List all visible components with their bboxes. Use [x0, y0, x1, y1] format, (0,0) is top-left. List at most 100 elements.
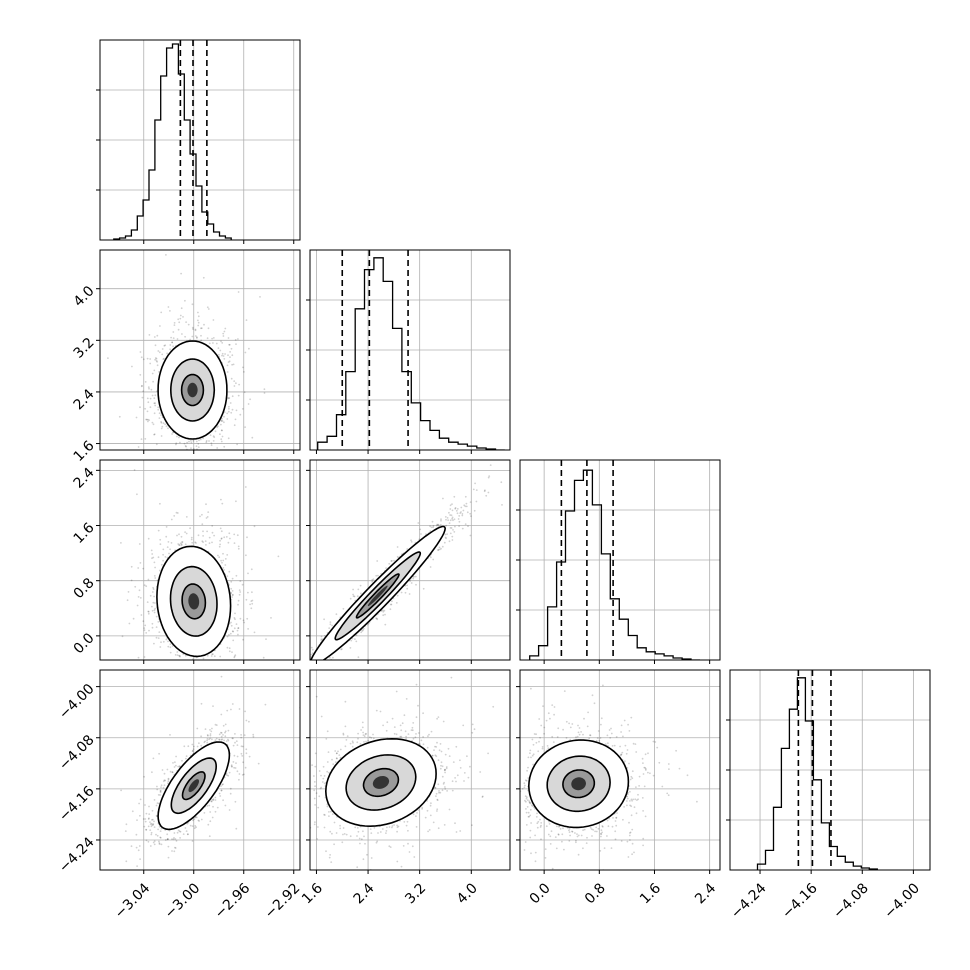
- scatter-point: [171, 645, 174, 647]
- scatter-point: [142, 358, 145, 361]
- scatter-point: [154, 357, 157, 359]
- scatter-point: [149, 479, 151, 481]
- scatter-point: [447, 519, 449, 521]
- scatter-point: [451, 539, 454, 541]
- scatter-point: [223, 421, 225, 424]
- scatter-point: [220, 538, 223, 540]
- scatter-point: [234, 654, 237, 657]
- scatter-point: [194, 328, 197, 331]
- scatter-point: [185, 516, 188, 518]
- scatter-point: [395, 602, 398, 604]
- scatter-point: [464, 523, 467, 525]
- scatter-point: [197, 311, 199, 314]
- scatter-point: [227, 541, 230, 544]
- scatter-point: [357, 588, 360, 591]
- scatter-point: [223, 358, 226, 360]
- scatter-point: [444, 533, 447, 536]
- scatter-point: [329, 621, 332, 623]
- scatter-point: [475, 500, 478, 503]
- scatter-point: [151, 591, 154, 593]
- scatter-point: [233, 424, 236, 427]
- scatter-point: [450, 527, 453, 529]
- scatter-point: [259, 709, 261, 711]
- scatter-point: [130, 565, 133, 568]
- scatter-point: [201, 523, 204, 526]
- scatter-point: [151, 609, 154, 612]
- scatter-point: [157, 350, 160, 352]
- scatter-point: [251, 599, 254, 602]
- density-core: [367, 585, 388, 607]
- scatter-point: [240, 734, 243, 736]
- scatter-point: [191, 840, 194, 842]
- scatter-point: [162, 422, 165, 425]
- scatter-point: [177, 765, 180, 768]
- scatter-point: [220, 423, 222, 426]
- scatter-point: [271, 735, 273, 737]
- scatter-point: [160, 827, 163, 830]
- scatter-point: [215, 342, 218, 345]
- scatter-point: [445, 537, 447, 540]
- scatter-point: [513, 454, 515, 456]
- scatter-point: [145, 839, 148, 842]
- scatter-point: [233, 380, 236, 382]
- scatter-point: [155, 804, 158, 807]
- scatter-point: [176, 831, 179, 834]
- scatter-point: [151, 557, 153, 560]
- scatter-point: [264, 688, 266, 690]
- scatter-point: [327, 661, 329, 663]
- scatter-point: [196, 468, 198, 470]
- scatter-point: [146, 418, 148, 421]
- scatter-point: [410, 539, 412, 542]
- scatter-point: [194, 329, 197, 332]
- scatter-point: [464, 495, 467, 498]
- scatter-point: [227, 397, 230, 400]
- scatter-point: [158, 752, 161, 755]
- scatter-point: [215, 724, 218, 726]
- histogram-step: [113, 43, 232, 240]
- scatter-point: [154, 577, 157, 579]
- scatter-point: [217, 347, 220, 349]
- scatter-point: [237, 599, 240, 602]
- scatter-point: [247, 628, 250, 630]
- scatter-point: [436, 523, 438, 526]
- scatter-point: [159, 794, 162, 796]
- scatter-point: [222, 559, 225, 562]
- scatter-point: [189, 338, 192, 341]
- scatter-point: [206, 734, 209, 736]
- scatter-point: [206, 530, 209, 533]
- scatter-point: [220, 789, 223, 792]
- scatter-point: [192, 440, 195, 442]
- scatter-point: [212, 319, 215, 321]
- scatter-point: [224, 327, 227, 330]
- scatter-point: [237, 627, 240, 630]
- scatter-point: [241, 583, 244, 586]
- scatter-point: [230, 765, 233, 768]
- scatter-point: [449, 508, 452, 510]
- scatter-point: [230, 592, 233, 595]
- scatter-point: [253, 631, 256, 634]
- panel-frame: [309, 459, 511, 661]
- scatter-point: [198, 451, 200, 453]
- scatter-point: [153, 820, 155, 823]
- scatter-point: [158, 351, 161, 354]
- scatter-point: [228, 397, 231, 399]
- scatter-point: [244, 351, 247, 354]
- scatter-point: [446, 533, 448, 535]
- scatter-point: [314, 684, 316, 686]
- histogram-step: [317, 257, 505, 450]
- scatter-point: [441, 545, 444, 548]
- scatter-point: [381, 609, 384, 612]
- scatter-point: [155, 359, 158, 362]
- scatter-point: [213, 655, 216, 658]
- scatter-point: [143, 584, 146, 587]
- scatter-point: [170, 518, 173, 521]
- scatter-point: [243, 621, 246, 624]
- scatter-point: [245, 719, 248, 722]
- scatter-point: [236, 770, 239, 773]
- scatter-point: [310, 646, 313, 649]
- scatter-point: [146, 357, 149, 360]
- scatter-point: [190, 439, 192, 442]
- scatter-point: [204, 540, 207, 542]
- scatter-point: [208, 804, 211, 807]
- scatter-point: [489, 464, 492, 466]
